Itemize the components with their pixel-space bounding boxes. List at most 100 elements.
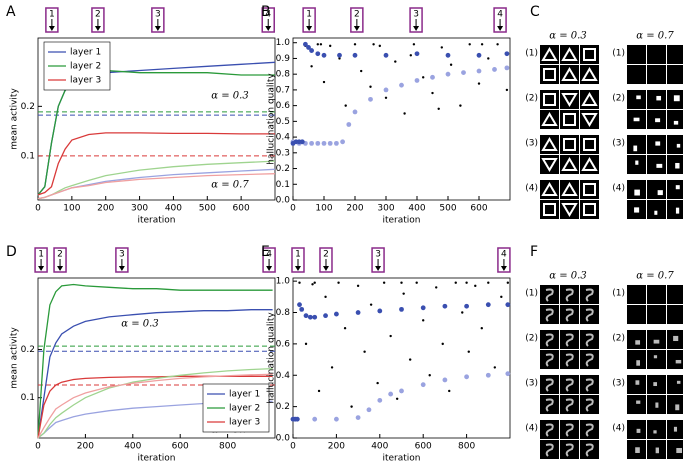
point [319, 43, 323, 46]
series-line [37, 173, 276, 200]
point [505, 88, 509, 92]
point [399, 388, 404, 394]
iteration-marker-label: 3 [155, 10, 161, 20]
point [356, 284, 360, 288]
x-tick-label: 800 [219, 442, 236, 452]
glyph [565, 423, 574, 437]
glyph [545, 443, 554, 457]
point [315, 140, 321, 146]
image-tile [627, 395, 646, 414]
x-tick-label: 600 [415, 442, 432, 452]
iteration-marker-label: 4 [497, 10, 503, 20]
glyph [581, 113, 598, 127]
point [369, 85, 372, 88]
image-tile [667, 180, 683, 199]
iteration-marker-label: 1 [38, 250, 44, 260]
y-tick-label: 1.0 [276, 277, 291, 287]
point [435, 286, 438, 289]
glyph [565, 308, 574, 322]
point [448, 389, 451, 393]
glyph [565, 353, 574, 367]
arrow-head [48, 26, 55, 31]
point [504, 65, 510, 71]
image-tile [627, 65, 646, 84]
glyph [655, 402, 659, 408]
image-tile [667, 395, 683, 414]
point [492, 67, 497, 72]
image-tile [647, 45, 666, 64]
glyph [545, 378, 554, 392]
image-tile [580, 180, 599, 199]
point [464, 303, 469, 309]
plot-frame [292, 37, 511, 201]
glyph [653, 382, 658, 387]
image-tile [647, 180, 666, 199]
x-axis-label: iteration [382, 216, 420, 226]
row-label: (3) [525, 379, 538, 389]
x-tick-label: 200 [328, 442, 345, 452]
row-label: (1) [612, 49, 625, 59]
point [378, 44, 381, 48]
point [309, 140, 314, 146]
x-tick-label: 0 [290, 204, 296, 214]
glyph [585, 423, 594, 437]
image-tile [667, 305, 683, 324]
image-tile [647, 285, 666, 304]
point [445, 71, 451, 77]
point [322, 80, 326, 84]
glyph [655, 141, 661, 146]
image-tile [647, 305, 666, 324]
annotation: α = 0.3 [121, 319, 158, 330]
glyph [635, 340, 641, 345]
point [506, 281, 510, 284]
row-label: (1) [525, 289, 538, 299]
image-tile [647, 350, 666, 369]
glyph [583, 203, 596, 216]
point [441, 342, 444, 346]
arrow-head [266, 266, 273, 271]
y-tick-label: 0.5 [276, 117, 290, 127]
plot-frame [37, 37, 276, 201]
panel-label: D [6, 244, 17, 260]
panel-label: E [261, 244, 270, 260]
glyph [635, 380, 640, 385]
glyph [675, 207, 680, 214]
image-tile [647, 65, 666, 84]
point [422, 76, 425, 79]
iteration-marker-label: 3 [119, 250, 125, 260]
point [338, 57, 341, 60]
glyph [656, 163, 663, 168]
point [415, 281, 418, 284]
point [337, 52, 342, 58]
glyph [565, 378, 574, 392]
y-tick-label: 0.7 [276, 85, 290, 95]
y-tick-label: 0.4 [276, 371, 291, 381]
point [330, 366, 334, 369]
point [505, 302, 511, 308]
y-tick-label: 0.0 [276, 434, 291, 444]
glyph [561, 67, 578, 81]
y-axis-label: mean activity [10, 88, 20, 150]
point [430, 74, 435, 80]
row-label: (4) [525, 424, 538, 434]
glyph [633, 117, 640, 122]
point [303, 313, 309, 319]
image-tile [627, 420, 646, 439]
y-tick-label: 0.1 [276, 180, 290, 190]
point [299, 306, 305, 312]
point [474, 284, 477, 288]
glyph [545, 398, 554, 412]
arrow-head [306, 26, 313, 31]
point [307, 314, 313, 320]
row-label: (2) [525, 94, 538, 104]
glyph [653, 355, 658, 359]
arrow-head [375, 266, 382, 271]
y-tick-label: 0.3 [276, 148, 290, 158]
arrow-head [154, 26, 161, 31]
point [334, 140, 339, 146]
point [344, 104, 347, 107]
point [465, 281, 468, 284]
arrow-head [118, 266, 125, 271]
panel-label: C [530, 4, 540, 20]
x-axis-label: iteration [137, 216, 175, 226]
